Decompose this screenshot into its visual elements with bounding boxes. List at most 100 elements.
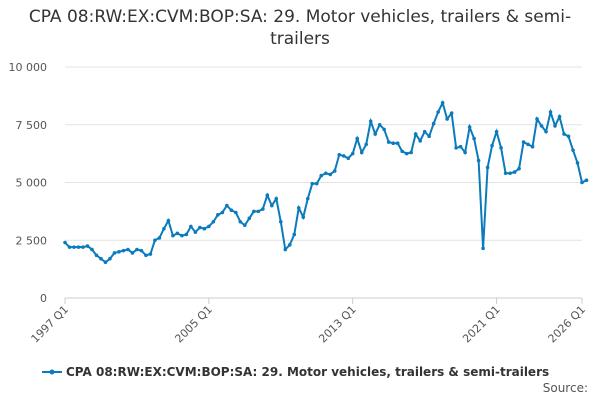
point — [162, 226, 166, 231]
point — [166, 218, 171, 223]
point — [404, 151, 409, 156]
point — [400, 149, 404, 154]
point — [548, 110, 553, 114]
point — [314, 181, 319, 186]
point — [350, 151, 355, 156]
y-tick-label: 7 500 — [16, 119, 48, 132]
point — [575, 161, 580, 165]
point — [409, 150, 413, 155]
legend-marker — [49, 369, 55, 375]
x-tick-label: 2021 Q1 — [460, 303, 503, 346]
point — [481, 246, 485, 251]
point — [193, 230, 198, 234]
point — [175, 231, 180, 236]
point — [499, 146, 503, 150]
point — [81, 245, 85, 249]
point — [418, 139, 422, 143]
point — [584, 178, 589, 182]
point — [126, 247, 130, 252]
point — [332, 169, 337, 173]
y-tick-label: 0 — [40, 292, 47, 305]
point — [76, 245, 81, 249]
point — [256, 209, 261, 214]
point — [359, 150, 364, 155]
point — [395, 141, 400, 146]
point — [535, 117, 539, 121]
point — [463, 150, 467, 155]
point — [117, 250, 121, 254]
point — [198, 225, 202, 230]
point — [216, 213, 220, 217]
point — [139, 248, 144, 253]
point — [287, 243, 292, 247]
point — [278, 219, 283, 224]
point — [148, 252, 153, 256]
point — [274, 196, 279, 201]
source: Source: — [543, 381, 588, 395]
point — [341, 154, 346, 158]
point — [99, 256, 103, 261]
y-tick-label: 2 500 — [16, 234, 48, 247]
point — [270, 203, 274, 208]
point — [301, 215, 306, 219]
point — [544, 129, 548, 134]
point — [67, 245, 72, 249]
point — [252, 209, 256, 214]
point — [517, 166, 521, 171]
point — [247, 216, 252, 221]
point — [458, 144, 463, 149]
point — [180, 233, 184, 238]
point — [445, 117, 449, 121]
point — [539, 124, 544, 128]
point — [305, 196, 310, 201]
point — [476, 158, 481, 163]
point — [90, 247, 94, 252]
point — [512, 170, 517, 174]
point — [562, 132, 566, 136]
x-tick-label: 2013 Q1 — [316, 303, 359, 346]
point — [310, 181, 315, 186]
point — [440, 101, 445, 105]
point — [449, 111, 454, 115]
point — [243, 223, 247, 228]
point — [377, 122, 382, 127]
point — [580, 180, 584, 185]
point — [157, 236, 162, 240]
point — [265, 193, 270, 198]
point — [485, 165, 490, 170]
point — [508, 171, 512, 176]
y-tick-label: 5 000 — [16, 177, 48, 190]
point — [503, 171, 508, 176]
point — [328, 172, 333, 177]
x-tick-label: 1997 Q1 — [29, 303, 72, 346]
point — [202, 226, 207, 231]
point — [494, 129, 499, 134]
point — [103, 260, 108, 264]
y-tick-label: 10 000 — [9, 61, 48, 74]
point — [225, 203, 229, 208]
point — [292, 232, 297, 237]
x-tick-label: 2026 Q1 — [546, 303, 589, 346]
point — [467, 125, 472, 129]
point — [422, 129, 427, 134]
point — [261, 207, 265, 211]
point — [368, 119, 373, 124]
point — [63, 240, 67, 245]
point — [373, 132, 378, 136]
point — [386, 140, 391, 144]
point — [220, 210, 225, 215]
point — [490, 143, 494, 148]
point — [557, 114, 562, 119]
point — [454, 146, 458, 150]
point — [85, 244, 90, 248]
point — [207, 224, 211, 229]
point — [521, 140, 526, 144]
point — [296, 206, 301, 210]
point — [184, 232, 189, 237]
point — [135, 247, 139, 252]
point — [171, 233, 175, 238]
point — [427, 134, 431, 139]
point — [472, 136, 476, 141]
point — [337, 152, 342, 157]
